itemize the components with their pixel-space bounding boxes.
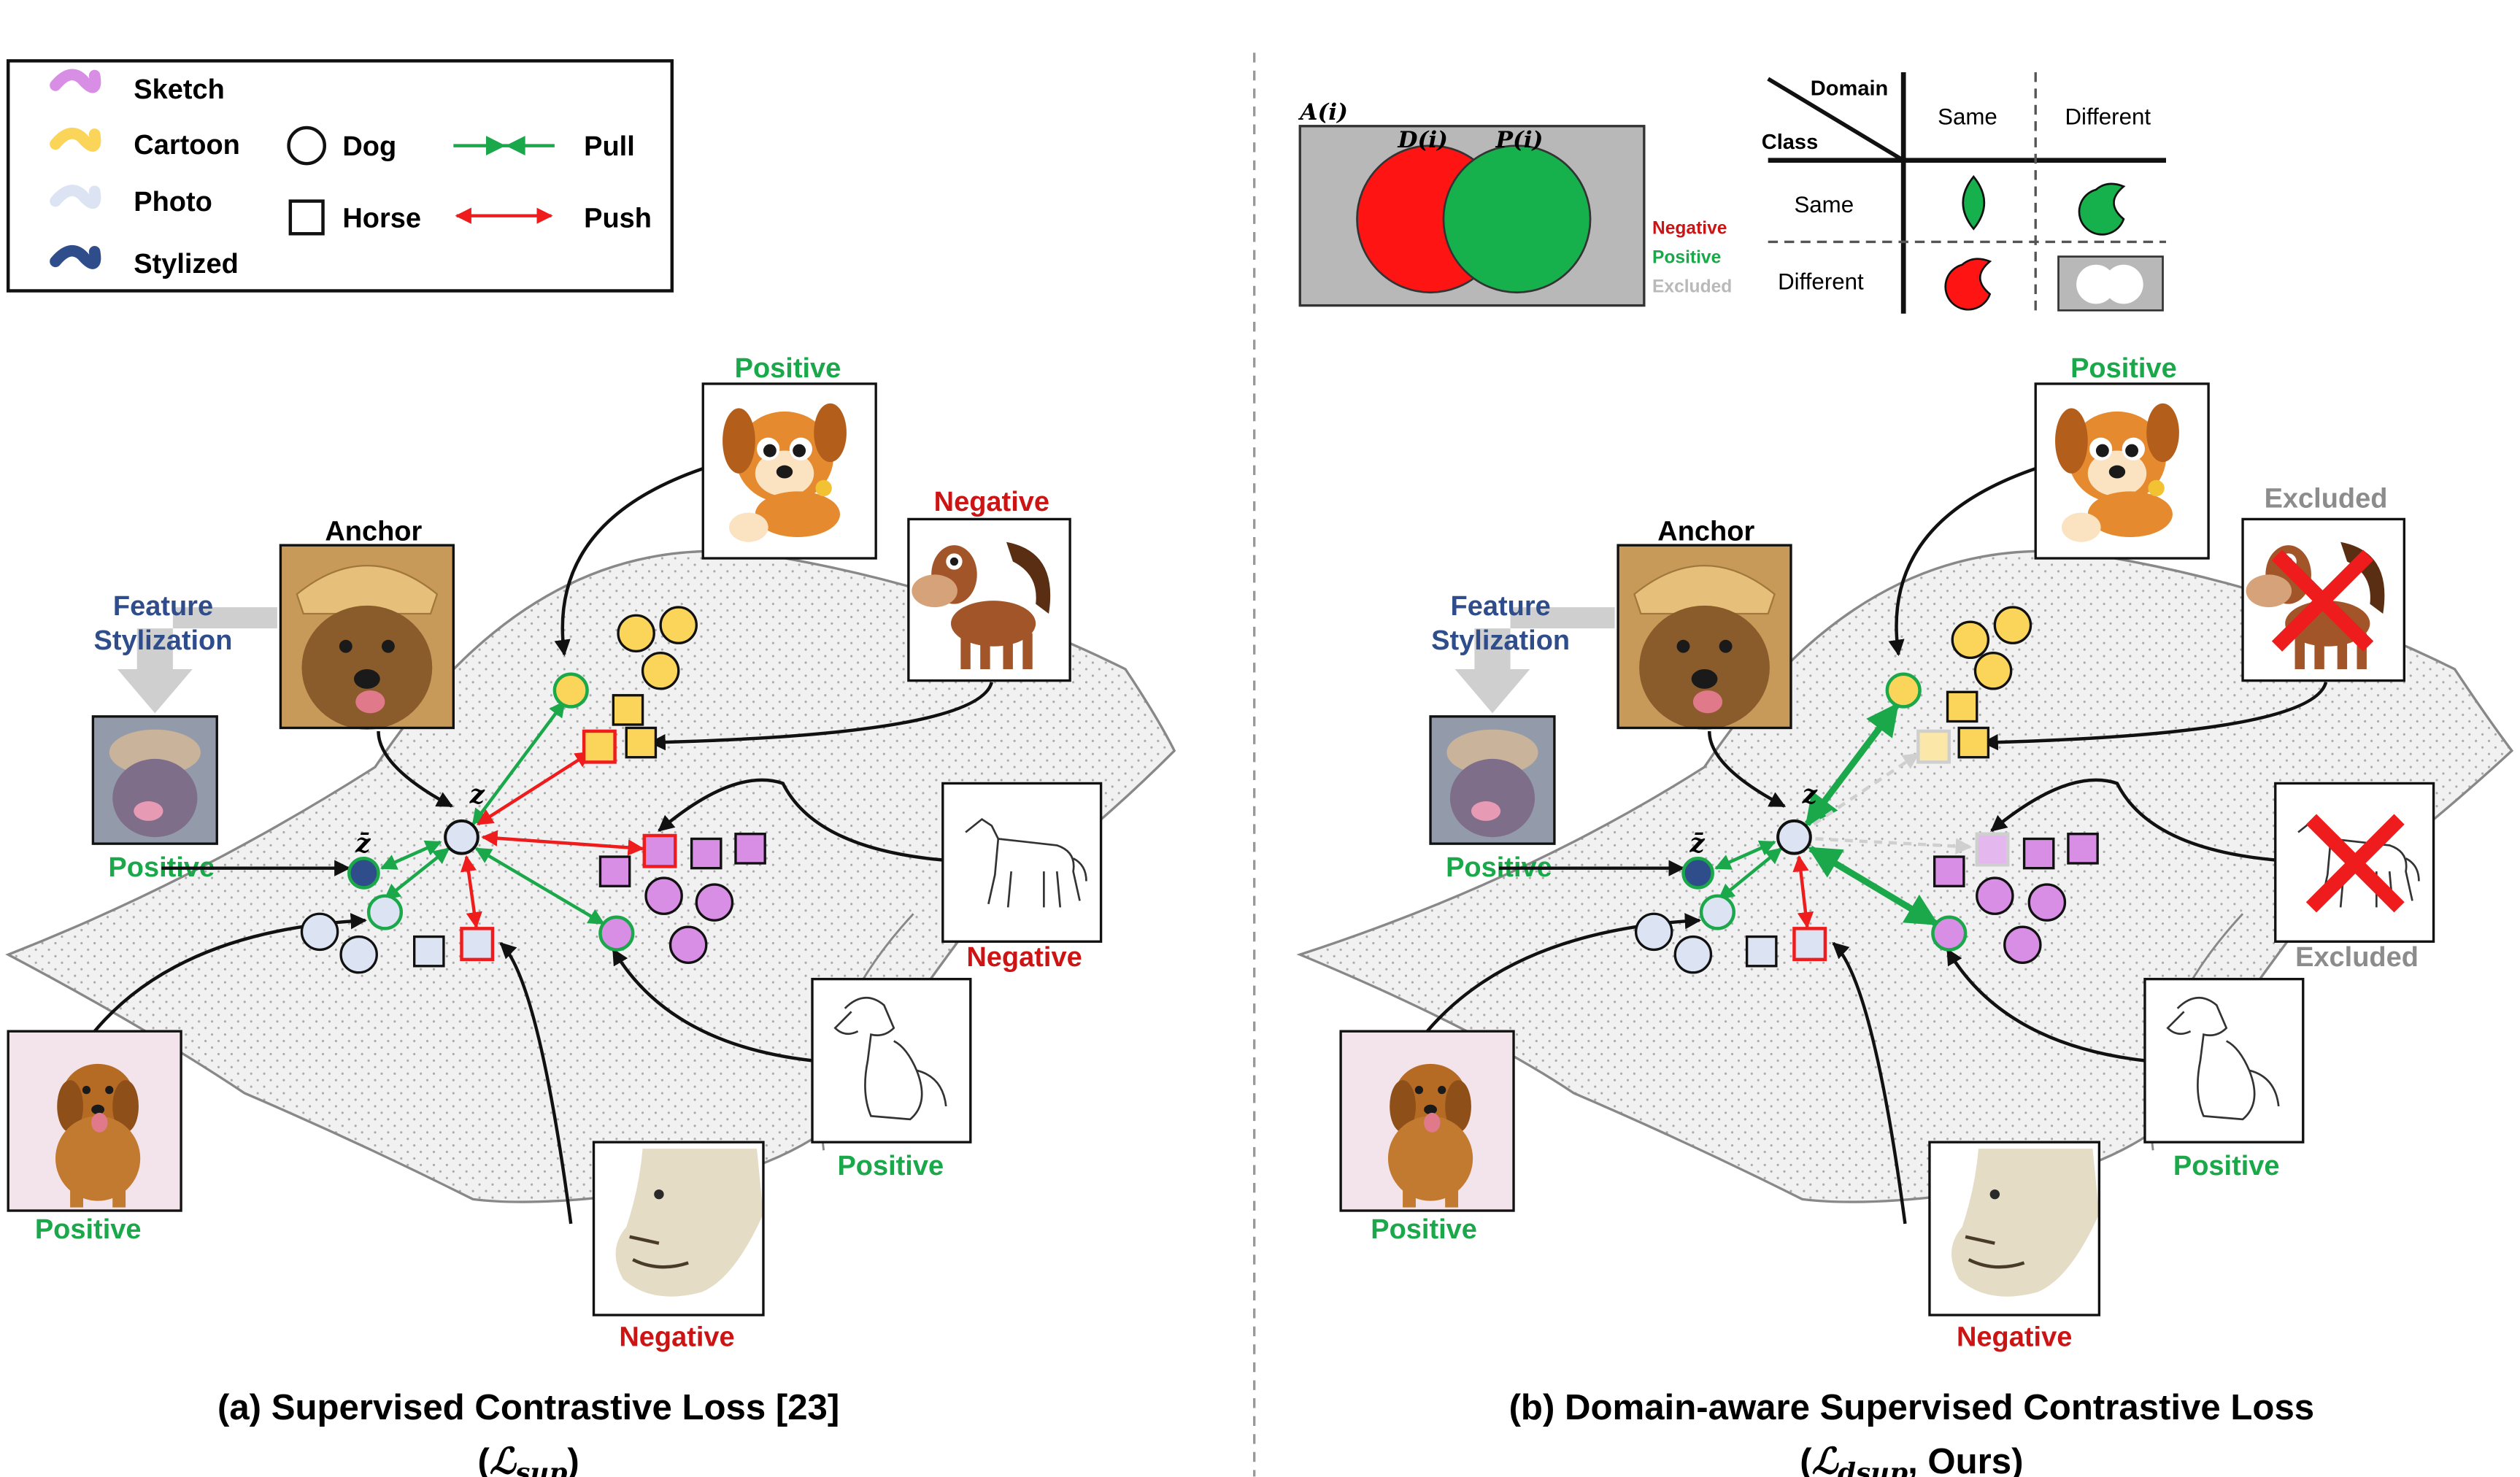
zbar-label: z̄ [1689,828,1705,858]
caption-a-loss: ℒ [490,1440,517,1477]
legend-horse: Horse [342,203,421,234]
sketch-dog-label: Positive [2173,1151,2280,1181]
cartoon-dog-image [703,383,876,559]
photo-cluster [300,857,495,974]
matrix-col-different: Different [2065,104,2151,130]
sketch-dog-image [2143,978,2305,1144]
matrix-corner-domain: Domain [1811,77,1889,100]
legend-push: Push [584,203,652,234]
excluded-cross-icon [2305,814,2405,913]
stylization-label-2: Stylization [94,625,233,656]
golden-dog-label: Positive [35,1214,142,1245]
sketch-swatch-icon [50,69,101,93]
venn-diagram: A(i) D(i) P(i) Negative Positive Exclude… [1298,99,1732,307]
anchor-node [1776,819,1812,855]
z-label: z [1802,779,1818,809]
cartoon-dog-label: Positive [735,353,841,384]
horse-shape-icon [288,199,325,236]
caption-a-line2: (ℒsup) [477,1440,579,1477]
stylization-label-1: Feature [113,591,213,622]
venn-circle-p [1442,144,1592,294]
legend-sketch: Sketch [134,74,225,105]
sketch-horse-image [941,782,1102,943]
sketch-horse-label: Excluded [2295,942,2419,973]
caption-b-line2: (ℒdsup, Ours) [1800,1440,2023,1477]
venn-key-positive: Positive [1652,248,1721,268]
panel-a: Anchor Feature Stylization Positive Nega… [5,353,1176,1477]
domain-class-matrix: Domain Class Same Different Same Differe… [1762,72,2167,314]
negative-crescent-icon [1944,258,1992,311]
stylized-photo-image [93,716,217,844]
legend-pull: Pull [584,131,635,162]
stylization-label-2: Stylization [1431,625,1570,656]
legend-box [6,59,674,293]
positive-crescent-icon [2078,182,2126,236]
cartoon-horse-label: Excluded [2265,484,2388,514]
cartoon-swatch-icon [50,128,101,152]
stylized-photo-image [1430,716,1554,844]
legend: Sketch Cartoon Photo Stylized Dog Horse … [6,59,674,293]
stylization-arrow [117,607,277,714]
legend-cartoon: Cartoon [134,130,240,161]
golden-dog-image [1341,1031,1514,1211]
sketch-cluster [598,833,766,964]
matrix-corner-class: Class [1762,131,1819,154]
z-label: z [469,779,485,809]
cartoon-cluster [1885,606,2032,764]
cartoon-dog-image [2035,383,2209,559]
panel-b: Anchor Feature Stylization Positive Excl… [1296,353,2514,1477]
white-horse-label: Negative [1957,1322,2072,1353]
white-horse-label: Negative [619,1322,734,1353]
legend-photo: Photo [134,187,212,217]
sketch-horse-label: Negative [966,942,1082,973]
photo-swatch-icon [50,185,101,209]
golden-dog-label: Positive [1371,1214,1477,1245]
zbar-label: z̄ [355,828,371,858]
venn-key-excluded: Excluded [1652,277,1732,297]
excluded-cell-icon [2057,255,2164,312]
venn-label-a: A(i) [1298,99,1348,126]
anchor-photo-image [280,544,455,730]
white-horse-image [1930,1142,2099,1315]
anchor-label: Anchor [1657,516,1754,547]
caption-b-tail: , Ours [1908,1441,2011,1477]
cartoon-horse-label: Negative [934,487,1049,517]
caption-b-loss: ℒ [1812,1440,1840,1477]
white-horse-image [594,1142,763,1315]
dog-shape-icon [287,126,326,166]
sketch-dog-label: Positive [837,1151,944,1181]
golden-dog-image [8,1031,182,1211]
legend-stylized: Stylized [134,249,239,279]
pull-arrow-icon [453,136,555,156]
sketch-cluster [1931,832,2099,964]
caption-a-sub: sup [515,1457,567,1477]
caption-b-sub: dsup [1838,1457,1908,1477]
anchor-node [444,819,479,855]
photo-cluster [1634,857,1827,974]
matrix-row-different: Different [1778,269,1864,294]
anchor-photo-image [1617,544,1792,730]
stylization-arrow [1454,607,1615,714]
cartoon-horse-image [908,519,1071,681]
legend-dog: Dog [342,131,396,162]
positive-lens-icon [1962,174,1986,231]
caption-a-line1: (a) Supervised Contrastive Loss [23] [217,1387,839,1427]
anchor-label: Anchor [325,516,422,547]
stylization-label-1: Feature [1451,591,1551,622]
matrix-row-same: Same [1794,192,1854,217]
venn-key-negative: Negative [1652,218,1727,238]
venn-label-p: P(i) [1495,127,1543,153]
caption-b-line1: (b) Domain-aware Supervised Contrastive … [1509,1387,2315,1427]
excluded-cross-icon [2271,549,2374,652]
venn-label-d: D(i) [1397,127,1448,153]
matrix-col-same: Same [1938,104,1997,130]
sketch-dog-image [811,978,972,1144]
cartoon-dog-label: Positive [2070,353,2177,384]
stylized-swatch-icon [50,244,101,269]
cartoon-cluster [552,606,698,764]
